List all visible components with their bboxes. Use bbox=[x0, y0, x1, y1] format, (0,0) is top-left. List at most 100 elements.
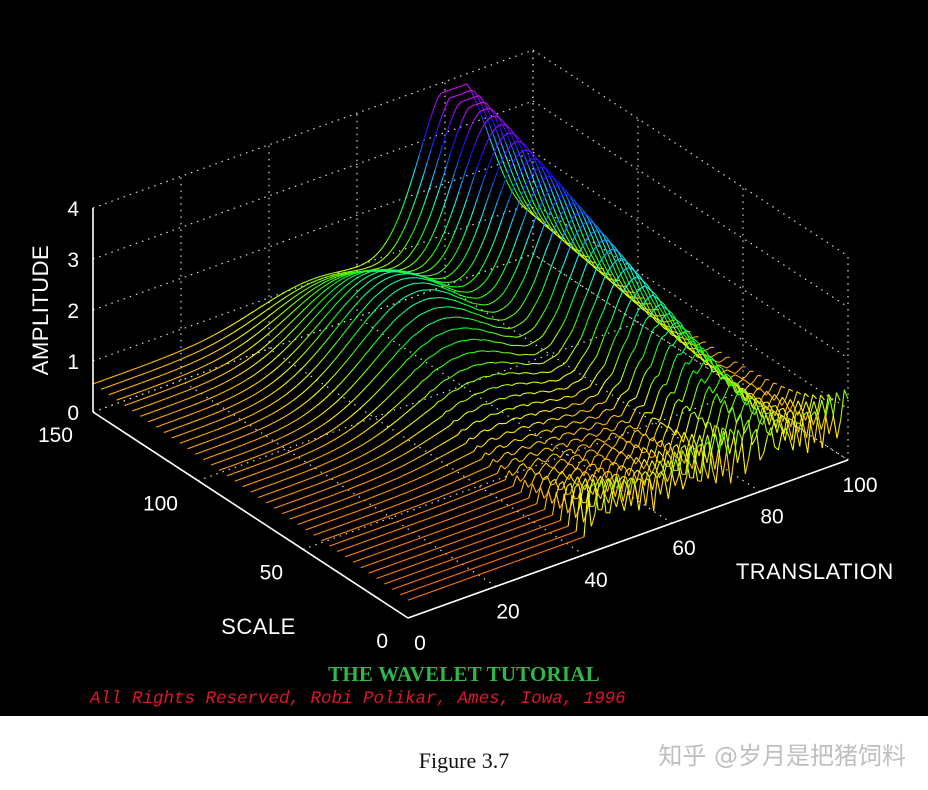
surface-segment bbox=[428, 355, 434, 359]
surface-segment bbox=[441, 544, 446, 548]
surface-segment bbox=[573, 430, 578, 436]
surface-segment bbox=[250, 439, 255, 443]
surface-segment bbox=[407, 598, 412, 601]
surface-segment bbox=[283, 346, 288, 351]
surface-segment bbox=[413, 446, 418, 450]
surface-segment bbox=[407, 590, 412, 593]
surface-segment bbox=[570, 449, 576, 455]
surface-segment bbox=[307, 295, 312, 300]
surface-segment bbox=[555, 492, 561, 509]
surface-segment bbox=[283, 290, 288, 294]
surface-segment bbox=[433, 385, 438, 391]
surface-segment bbox=[277, 446, 282, 449]
surface-segment bbox=[295, 292, 300, 297]
surface-segment bbox=[615, 437, 620, 445]
surface-segment bbox=[607, 432, 613, 440]
surface-segment bbox=[322, 505, 327, 508]
surface-segment bbox=[497, 190, 502, 202]
surface-segment bbox=[381, 541, 386, 545]
surface-segment bbox=[325, 336, 330, 342]
surface-segment bbox=[549, 530, 554, 534]
surface-segment bbox=[539, 421, 544, 425]
surface-segment bbox=[566, 193, 571, 197]
surface-segment bbox=[590, 482, 595, 488]
surface-segment bbox=[534, 457, 539, 463]
surface-segment bbox=[634, 287, 640, 296]
surface-segment bbox=[365, 281, 370, 286]
surface-segment bbox=[193, 419, 198, 423]
surface-segment bbox=[651, 402, 657, 414]
surface-segment bbox=[475, 489, 480, 493]
surface-segment bbox=[104, 386, 109, 389]
surface-segment bbox=[313, 475, 318, 478]
surface-segment bbox=[769, 382, 774, 391]
surface-segment bbox=[379, 517, 384, 521]
surface-segment bbox=[446, 329, 451, 332]
surface-segment bbox=[726, 373, 731, 378]
surface-segment bbox=[519, 180, 525, 191]
surface-segment bbox=[450, 288, 455, 291]
surface-segment bbox=[312, 458, 317, 461]
surface-segment bbox=[246, 432, 251, 436]
surface-segment bbox=[609, 248, 614, 251]
surface-segment bbox=[584, 346, 590, 354]
surface-segment bbox=[590, 231, 595, 235]
surface-segment bbox=[332, 476, 337, 479]
surface-segment bbox=[467, 243, 472, 252]
surface-segment bbox=[673, 381, 679, 394]
surface-segment bbox=[348, 275, 354, 279]
surface-segment bbox=[503, 133, 508, 137]
surface-segment bbox=[310, 429, 315, 433]
surface-segment bbox=[509, 408, 514, 410]
surface-segment bbox=[449, 142, 455, 155]
surface-segment bbox=[456, 547, 462, 551]
surface-segment bbox=[248, 465, 253, 469]
surface-segment bbox=[435, 444, 440, 449]
surface-segment bbox=[543, 192, 548, 200]
surface-segment bbox=[451, 460, 456, 463]
surface-segment bbox=[330, 510, 335, 514]
surface-segment bbox=[415, 154, 420, 168]
surface-segment bbox=[491, 559, 496, 563]
surface-segment bbox=[532, 353, 537, 356]
surface-segment bbox=[592, 438, 598, 443]
surface-segment bbox=[341, 443, 346, 447]
surface-segment bbox=[484, 292, 489, 296]
surface-segment bbox=[485, 317, 490, 320]
scale-tick-label: 150 bbox=[38, 424, 73, 447]
surface-segment bbox=[629, 277, 634, 283]
surface-segment bbox=[702, 348, 708, 354]
surface-segment bbox=[377, 403, 382, 408]
surface-segment bbox=[358, 296, 363, 302]
surface-segment bbox=[233, 463, 238, 466]
surface-segment bbox=[690, 411, 695, 415]
surface-segment bbox=[243, 378, 248, 383]
surface-segment bbox=[544, 272, 550, 283]
surface-segment bbox=[330, 360, 335, 366]
surface-segment bbox=[309, 278, 314, 281]
surface-segment bbox=[376, 281, 382, 285]
surface-segment bbox=[240, 460, 245, 463]
surface-segment bbox=[363, 334, 369, 340]
surface-segment bbox=[369, 297, 375, 302]
surface-segment bbox=[372, 520, 377, 523]
surface-segment bbox=[538, 335, 544, 340]
surface-segment bbox=[252, 402, 257, 406]
surface-segment bbox=[283, 357, 289, 362]
surface-segment bbox=[633, 429, 639, 433]
surface-segment bbox=[222, 353, 227, 357]
surface-segment bbox=[372, 358, 377, 364]
surface-segment bbox=[693, 411, 699, 420]
surface-segment bbox=[703, 353, 708, 358]
surface-segment bbox=[476, 431, 481, 437]
surface-segment bbox=[435, 189, 440, 201]
surface-segment bbox=[203, 355, 208, 358]
surface-segment bbox=[658, 384, 664, 392]
surface-segment bbox=[515, 394, 520, 397]
surface-segment bbox=[433, 478, 438, 482]
surface-segment bbox=[324, 479, 329, 482]
surface-segment bbox=[337, 282, 343, 287]
surface-segment bbox=[297, 393, 302, 398]
surface-segment bbox=[477, 296, 481, 299]
surface-segment bbox=[426, 534, 431, 537]
